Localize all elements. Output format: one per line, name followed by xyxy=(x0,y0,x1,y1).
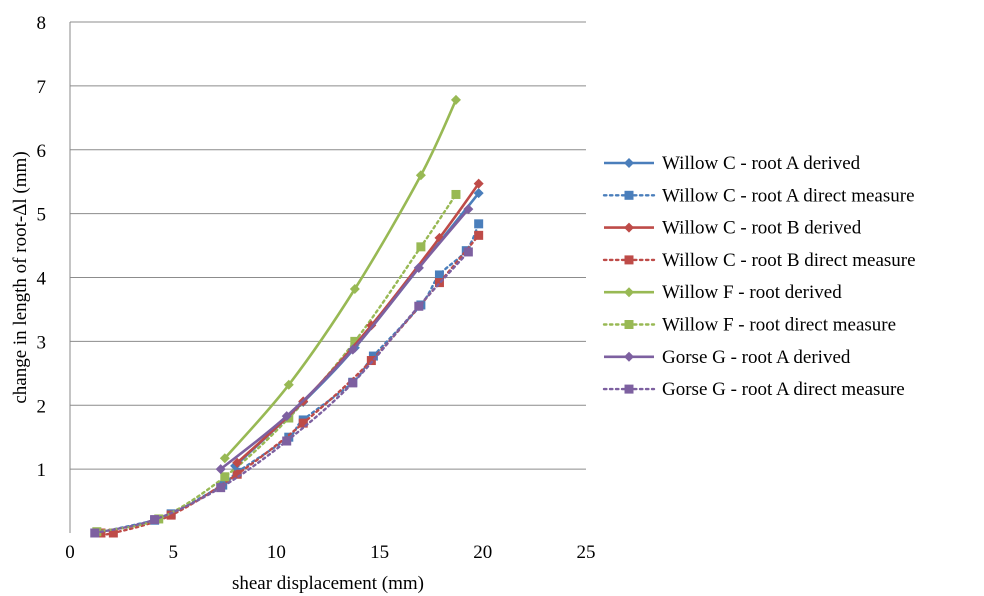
x-tick-label: 0 xyxy=(65,542,75,563)
data-point xyxy=(349,283,360,294)
data-point xyxy=(473,178,484,189)
x-axis-tick-labels: 0 5 10 15 20 25 xyxy=(65,542,595,563)
x-tick-label: 20 xyxy=(473,542,492,563)
data-point xyxy=(282,436,292,446)
data-point xyxy=(413,262,424,273)
legend-item: Gorse G - root A direct measure xyxy=(602,379,905,400)
data-point xyxy=(215,464,226,475)
data-point xyxy=(434,270,444,280)
legend-item: Willow F - root direct measure xyxy=(602,315,896,336)
plot-series xyxy=(90,94,484,538)
data-point xyxy=(450,94,461,105)
legend-item: Willow C - root B direct measure xyxy=(602,250,916,271)
y-tick-label: 7 xyxy=(37,77,47,98)
legend-label: Willow C - root B derived xyxy=(662,218,862,239)
y-tick-label: 2 xyxy=(37,396,47,417)
y-tick-label: 8 xyxy=(37,13,47,34)
legend-marker xyxy=(624,384,634,394)
y-tick-label: 3 xyxy=(37,332,47,353)
data-point xyxy=(90,528,100,538)
series-line xyxy=(223,99,458,460)
y-tick-label: 1 xyxy=(37,460,47,481)
legend-marker xyxy=(624,255,634,265)
y-axis-title: change in length of root-Δl (mm) xyxy=(10,151,31,403)
data-point xyxy=(474,230,484,240)
data-point xyxy=(220,472,230,482)
legend-label: Willow C - root A direct measure xyxy=(662,185,915,206)
data-point xyxy=(474,219,484,229)
data-point xyxy=(166,510,176,520)
series-line xyxy=(236,182,480,464)
x-tick-label: 25 xyxy=(577,542,596,563)
data-point xyxy=(366,356,376,366)
legend-label: Willow F - root derived xyxy=(662,282,842,303)
data-point xyxy=(463,247,473,257)
legend-item: Willow C - root B derived xyxy=(604,218,862,239)
legend-marker xyxy=(624,222,634,233)
y-tick-label: 4 xyxy=(37,269,47,290)
legend-item: Willow C - root A direct measure xyxy=(602,185,915,206)
legend-marker xyxy=(624,287,634,298)
data-point xyxy=(283,379,294,390)
series-6 xyxy=(215,204,474,475)
data-point xyxy=(232,469,242,479)
data-point xyxy=(416,242,426,252)
data-point xyxy=(150,515,160,525)
y-tick-label: 5 xyxy=(37,205,47,226)
legend-item: Gorse G - root A derived xyxy=(604,347,851,368)
data-point xyxy=(347,344,358,355)
legend-label: Willow C - root A derived xyxy=(662,153,861,174)
data-point xyxy=(473,188,484,199)
series-4 xyxy=(219,94,461,464)
series-line xyxy=(95,193,458,533)
data-point xyxy=(463,204,474,215)
legend-label: Willow C - root B direct measure xyxy=(662,250,916,271)
y-axis-tick-labels: 1 2 3 4 5 6 7 8 xyxy=(37,13,47,481)
data-point xyxy=(414,301,424,311)
x-tick-label: 10 xyxy=(267,542,286,563)
legend-marker xyxy=(624,351,634,362)
data-point xyxy=(434,278,444,288)
legend-marker xyxy=(624,190,634,200)
x-axis-title: shear displacement (mm) xyxy=(232,573,424,594)
data-point xyxy=(415,170,426,181)
data-point xyxy=(232,457,243,468)
data-point xyxy=(298,418,308,428)
data-point xyxy=(216,483,226,493)
series-1 xyxy=(92,219,484,538)
data-point xyxy=(281,411,292,422)
data-point xyxy=(219,453,230,464)
data-point xyxy=(451,189,461,199)
data-point xyxy=(348,378,358,388)
data-point xyxy=(108,528,118,538)
legend-marker xyxy=(624,158,634,168)
x-tick-label: 15 xyxy=(370,542,389,563)
gridlines xyxy=(70,21,586,470)
series-5 xyxy=(92,189,461,537)
x-tick-label: 5 xyxy=(168,542,178,563)
legend-label: Gorse G - root A derived xyxy=(662,347,851,368)
legend-label: Willow F - root direct measure xyxy=(662,315,896,336)
legend: Willow C - root A derived Willow C - root… xyxy=(602,153,916,400)
legend-item: Willow C - root A derived xyxy=(604,153,861,174)
y-tick-label: 6 xyxy=(37,141,47,162)
legend-label: Gorse G - root A direct measure xyxy=(662,379,905,400)
series-7 xyxy=(90,247,473,538)
legend-marker xyxy=(624,320,634,329)
legend-item: Willow F - root derived xyxy=(604,282,842,303)
data-point xyxy=(350,336,360,346)
series-2 xyxy=(232,178,484,468)
